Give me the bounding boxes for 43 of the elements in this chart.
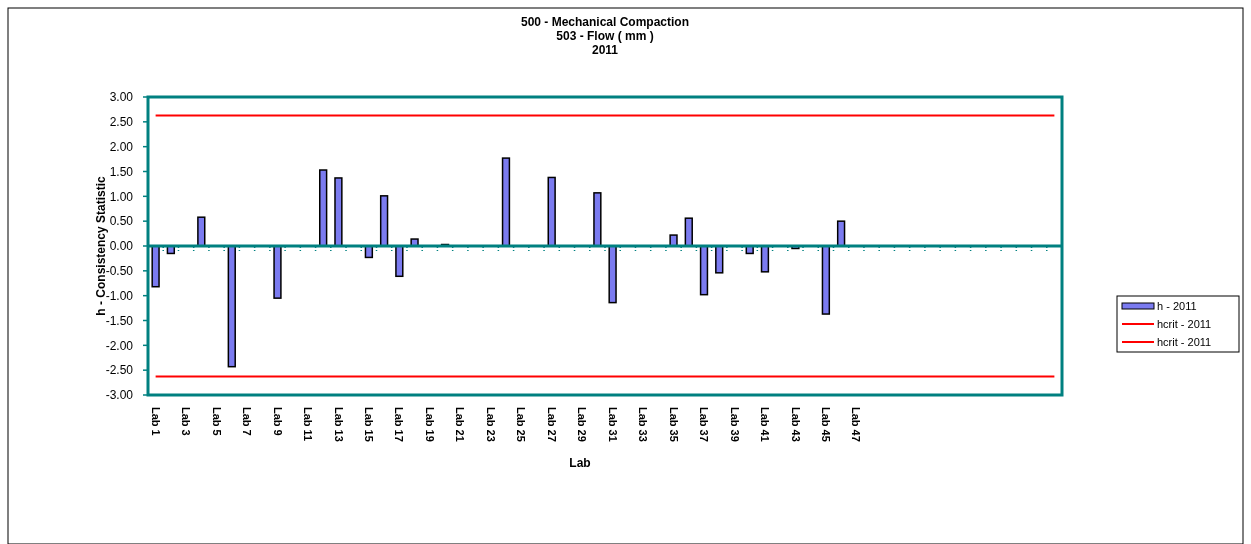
x-tick-label: Lab 23	[484, 407, 497, 442]
x-tick-label: Lab 35	[667, 407, 680, 442]
x-tick-label: Lab 25	[515, 407, 528, 442]
x-tick-label: Lab 47	[850, 407, 863, 442]
x-tick-label: Lab 17	[393, 407, 406, 442]
x-tick-label: Lab 11	[302, 407, 315, 442]
y-tick-label: 0.50	[109, 214, 134, 229]
x-tick-label: Lab 33	[637, 407, 650, 442]
x-tick-label: Lab 15	[363, 407, 376, 442]
y-tick-label: 1.00	[109, 189, 134, 204]
x-tick-label: Lab 1	[149, 407, 162, 436]
y-tick-label: 2.00	[109, 139, 134, 154]
x-tick-label: Lab 43	[789, 407, 802, 442]
x-tick-label: Lab 19	[423, 407, 436, 442]
x-tick-label: Lab 7	[241, 407, 254, 436]
x-tick-label: Lab 9	[271, 407, 284, 436]
y-tick-label: 0.00	[109, 239, 134, 254]
y-tick-label: -0.50	[105, 264, 134, 279]
y-tick-label: 2.50	[109, 115, 134, 130]
x-tick-label: Lab 29	[576, 407, 589, 442]
y-tick-label: -3.00	[105, 388, 134, 403]
x-tick-label: Lab 21	[454, 407, 467, 442]
y-tick-label: -1.50	[105, 313, 134, 328]
x-tick-label: Lab 39	[728, 407, 741, 442]
y-tick-label: -2.50	[105, 363, 134, 378]
x-tick-label: Lab 31	[606, 407, 619, 442]
y-tick-label: -1.00	[105, 288, 134, 303]
x-tick-label: Lab 27	[545, 407, 558, 442]
x-tick-label: Lab 5	[210, 407, 223, 436]
x-tick-label: Lab 41	[759, 407, 772, 442]
x-tick-label: Lab 3	[180, 407, 193, 436]
x-axis-title: Lab	[569, 456, 591, 470]
legend-label: hcrit - 2011	[1157, 335, 1212, 348]
legend-label: h - 2011	[1157, 299, 1197, 312]
x-tick-label: Lab 37	[698, 407, 711, 442]
y-tick-label: -2.00	[105, 338, 134, 353]
legend-label: hcrit - 2011	[1157, 317, 1212, 330]
chart-title: 500 - Mechanical Compaction 503 - Flow ( mm ) 2011	[520, 15, 690, 57]
x-tick-label: Lab 45	[820, 407, 833, 442]
x-tick-label: Lab 13	[332, 407, 345, 442]
y-axis-title: h - Consistency Statistic	[94, 176, 108, 316]
y-tick-label: 3.00	[109, 90, 134, 105]
y-tick-label: 1.50	[109, 164, 134, 179]
